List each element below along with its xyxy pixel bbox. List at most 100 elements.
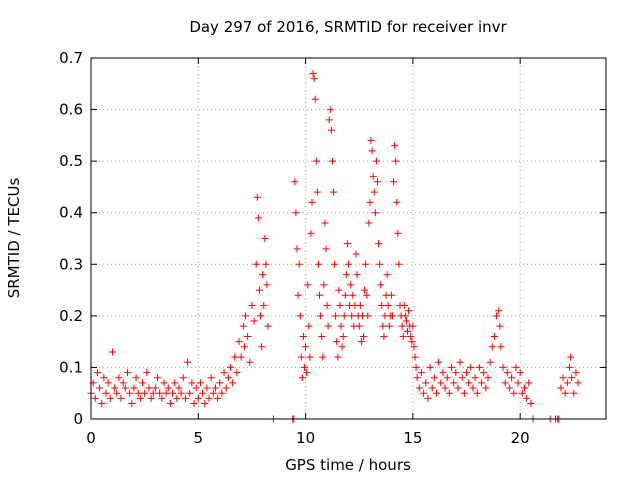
- data-point: [171, 379, 179, 387]
- data-point: [399, 332, 407, 340]
- data-point: [207, 374, 215, 382]
- chart-title: Day 297 of 2016, SRMTID for receiver inv…: [189, 18, 507, 36]
- data-point: [294, 291, 302, 299]
- data-point: [209, 389, 217, 397]
- data-point: [102, 389, 110, 397]
- data-point: [224, 374, 232, 382]
- data-point: [352, 250, 360, 258]
- plot-frame: [90, 57, 607, 420]
- data-point: [179, 374, 187, 382]
- data-point: [253, 193, 261, 201]
- data-point: [516, 369, 524, 377]
- data-point: [428, 384, 436, 392]
- data-point: [313, 188, 321, 196]
- data-point: [319, 353, 327, 361]
- data-point: [233, 369, 241, 377]
- data-point: [292, 209, 300, 217]
- data-point: [435, 358, 443, 366]
- data-point: [322, 245, 330, 253]
- data-point: [512, 363, 520, 371]
- data-point: [368, 147, 376, 155]
- data-point: [369, 173, 377, 181]
- data-point: [454, 384, 462, 392]
- data-point: [505, 384, 513, 392]
- data-point: [514, 379, 522, 387]
- data-point: [111, 384, 119, 392]
- data-point: [501, 379, 509, 387]
- data-point: [469, 384, 477, 392]
- data-point: [391, 142, 399, 150]
- data-point: [343, 240, 351, 248]
- data-point: [490, 332, 498, 340]
- x-tick-label: 0: [86, 429, 96, 447]
- data-point: [448, 363, 455, 371]
- data-point: [304, 281, 312, 289]
- data-point: [295, 260, 303, 268]
- data-point: [302, 343, 310, 351]
- data-point: [335, 286, 343, 294]
- data-point: [263, 281, 271, 289]
- data-point: [443, 374, 451, 382]
- data-point: [328, 157, 336, 165]
- data-point: [199, 389, 207, 397]
- data-point: [574, 379, 582, 387]
- data-point: [293, 245, 301, 253]
- data-point: [499, 363, 507, 371]
- data-point: [340, 312, 348, 320]
- data-point: [320, 281, 328, 289]
- data-point: [407, 332, 415, 340]
- data-point: [309, 69, 317, 77]
- data-point: [235, 338, 243, 346]
- data-point: [317, 312, 325, 320]
- data-point: [331, 260, 339, 268]
- data-point: [384, 302, 392, 310]
- data-point: [379, 322, 387, 330]
- data-point: [402, 317, 410, 325]
- data-point: [308, 198, 316, 206]
- data-point: [484, 374, 492, 382]
- data-point: [367, 137, 375, 145]
- data-point: [412, 363, 420, 371]
- data-point: [196, 379, 204, 387]
- data-point: [123, 369, 131, 377]
- data-point: [376, 260, 384, 268]
- data-point: [119, 379, 127, 387]
- x-tick-label: 20: [511, 429, 530, 447]
- data-point: [398, 322, 406, 330]
- data-point: [100, 374, 108, 382]
- data-point: [410, 343, 418, 351]
- data-point: [424, 394, 432, 402]
- data-point: [347, 281, 355, 289]
- data-point: [430, 374, 438, 382]
- data-point: [488, 343, 496, 351]
- data-point: [393, 198, 401, 206]
- data-point: [250, 317, 258, 325]
- data-point: [387, 291, 395, 299]
- grid-lines: [91, 58, 606, 419]
- data-point: [169, 389, 177, 397]
- data-point: [216, 379, 224, 387]
- data-point: [460, 389, 468, 397]
- data-point: [147, 394, 155, 402]
- data-point: [166, 400, 174, 408]
- data-point: [130, 384, 138, 392]
- data-point: [471, 374, 479, 382]
- data-point: [164, 384, 172, 392]
- data-point: [121, 384, 129, 392]
- data-point: [93, 369, 101, 377]
- data-point: [160, 379, 168, 387]
- data-point: [173, 394, 181, 402]
- data-point: [473, 389, 481, 397]
- data-point: [96, 384, 104, 392]
- data-point: [441, 384, 449, 392]
- data-point: [323, 302, 331, 310]
- data-point: [181, 394, 189, 402]
- data-point: [246, 358, 254, 366]
- data-point: [339, 332, 347, 340]
- data-point: [190, 400, 198, 408]
- data-point: [463, 369, 471, 377]
- data-point: [151, 384, 159, 392]
- data-point: [372, 157, 380, 165]
- data-point: [353, 271, 361, 279]
- data-point: [141, 389, 149, 397]
